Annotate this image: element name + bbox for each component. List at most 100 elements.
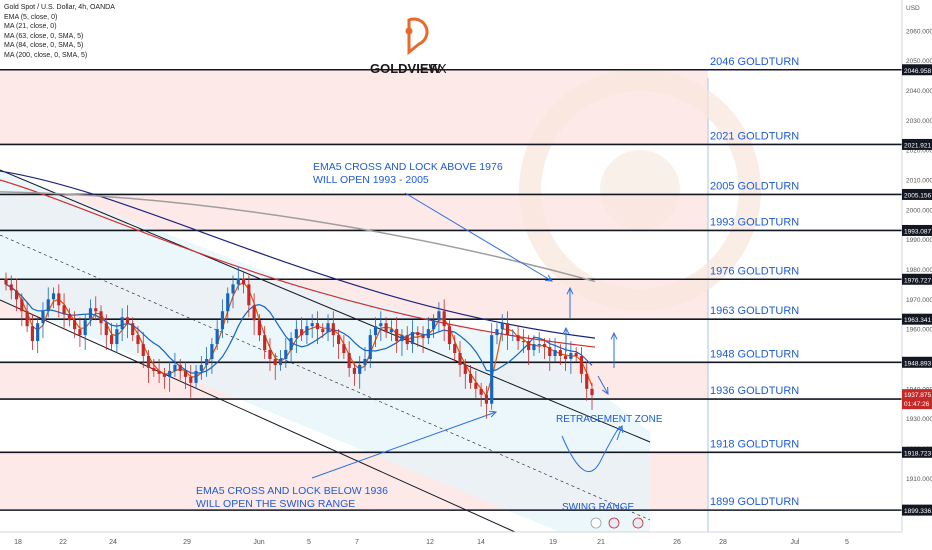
arrow-down bbox=[597, 375, 609, 395]
candle-body bbox=[141, 344, 145, 356]
candle-body bbox=[310, 323, 314, 327]
candle-body bbox=[321, 329, 325, 333]
level-label: 1936 GOLDTURN bbox=[710, 385, 799, 397]
annotation-swing-range: SWING RANGE bbox=[562, 502, 635, 513]
lightning-icon[interactable] bbox=[590, 517, 602, 529]
swing-curve-head bbox=[616, 425, 623, 441]
time-tick: 21 bbox=[597, 539, 605, 546]
candle-body bbox=[131, 323, 135, 336]
us-flag-icon[interactable] bbox=[632, 517, 644, 529]
time-tick: 26 bbox=[673, 539, 681, 546]
price-tag-label: 1948.893 bbox=[904, 360, 931, 367]
candle-body bbox=[210, 344, 214, 359]
candle-body bbox=[368, 335, 372, 359]
candle-body bbox=[379, 323, 383, 327]
time-axis[interactable]: 18 22 24 29 Jun 5 7 12 14 19 21 26 28 Jul 5 bbox=[0, 531, 932, 550]
candle-body bbox=[62, 305, 66, 315]
price-tick: 2020.000 bbox=[906, 148, 932, 155]
candle-body bbox=[437, 311, 441, 321]
candle-body bbox=[579, 356, 584, 374]
watermark bbox=[519, 69, 761, 311]
brand-name: GOLDVIEW bbox=[370, 61, 442, 76]
level-label: 2021 GOLDTURN bbox=[710, 130, 799, 142]
price-tag-label: 1899.336 bbox=[904, 508, 931, 515]
us-flag-icon[interactable] bbox=[608, 517, 620, 529]
price-axis[interactable]: USD 2060.000 2050.000 2040.000 2030.000 2020… bbox=[901, 0, 932, 532]
candle-body bbox=[215, 329, 219, 345]
price-tag bbox=[902, 356, 932, 368]
candle-body bbox=[257, 320, 261, 336]
candle-body bbox=[120, 317, 124, 330]
indicator-ma200[interactable]: MA (200, close, 0, SMA, 5) bbox=[4, 51, 88, 59]
candle-body bbox=[331, 323, 335, 336]
price-tick: 1960.000 bbox=[906, 327, 932, 334]
price-tick: 1990.000 bbox=[906, 237, 932, 244]
candle-body bbox=[14, 290, 19, 300]
candle-body bbox=[432, 320, 436, 330]
candle-body bbox=[284, 350, 288, 359]
candle-body bbox=[564, 356, 568, 359]
candle-body bbox=[463, 364, 467, 374]
price-tick: 1970.000 bbox=[906, 297, 932, 304]
candle-body bbox=[516, 335, 520, 342]
time-tick: 5 bbox=[845, 539, 849, 546]
indicator-ema5[interactable]: EMA (5, close, 0) bbox=[4, 13, 58, 21]
candle-body bbox=[194, 370, 198, 383]
price-tag bbox=[902, 64, 932, 76]
candle-body bbox=[168, 370, 172, 377]
arrow-up-1963-head bbox=[562, 326, 570, 335]
price-tag-label: 1918.723 bbox=[904, 450, 931, 457]
chart-legend[interactable]: Gold Spot / U.S. Dollar, 4h, OANDA EMA (… bbox=[4, 3, 115, 61]
time-tick: 29 bbox=[183, 539, 191, 546]
swing-curve-head-head bbox=[616, 424, 624, 434]
price-tag-label: 1976.727 bbox=[904, 277, 931, 284]
candle-body bbox=[51, 293, 56, 300]
annotation-ema-below-line2: WILL OPEN THE SWING RANGE bbox=[196, 498, 355, 510]
candle-body bbox=[305, 326, 309, 336]
price-tick: 1930.000 bbox=[906, 416, 932, 423]
candle-body bbox=[99, 311, 103, 324]
candle-body bbox=[263, 335, 267, 351]
candle-body bbox=[162, 373, 166, 377]
candle-body bbox=[500, 323, 504, 330]
candle-body bbox=[585, 373, 589, 389]
candle-body bbox=[73, 320, 77, 330]
price-tag bbox=[902, 224, 932, 236]
level-label: 1993 GOLDTURN bbox=[710, 216, 799, 228]
level-label: 1899 GOLDTURN bbox=[710, 496, 799, 508]
ma200-line bbox=[0, 191, 596, 283]
price-tags: 2046.958 2021.921 2005.156 1993.087 1976.727… bbox=[902, 64, 932, 516]
candle-body bbox=[363, 358, 367, 365]
time-tick: 18 bbox=[14, 539, 22, 546]
candle-body bbox=[294, 329, 298, 339]
price-tick: 2000.000 bbox=[906, 207, 932, 214]
price-tick: 2050.000 bbox=[906, 58, 932, 65]
candle-body bbox=[315, 323, 320, 330]
price-tag-label: 2046.958 bbox=[904, 68, 931, 75]
current-price-tag bbox=[902, 389, 932, 410]
candle-body bbox=[527, 341, 531, 351]
event-icons[interactable] bbox=[590, 517, 644, 529]
channel-lines bbox=[0, 169, 651, 533]
time-tick: 5 bbox=[307, 539, 311, 546]
candle-body bbox=[569, 353, 573, 359]
candle-body bbox=[532, 344, 536, 351]
channel-line bbox=[0, 299, 516, 533]
annotation-ema-below-line1: EMA5 CROSS AND LOCK BELOW 1936 bbox=[196, 485, 388, 497]
indicator-ma63[interactable]: MA (63, close, 0, SMA, 5) bbox=[4, 32, 84, 40]
candle-body bbox=[183, 370, 188, 377]
time-tick: 19 bbox=[549, 539, 557, 546]
indicator-ma84[interactable]: MA (84, close, 0, SMA, 5) bbox=[4, 42, 84, 50]
candle-body bbox=[83, 320, 87, 336]
candle-body bbox=[558, 350, 562, 356]
level-label: 2046 GOLDTURN bbox=[710, 56, 799, 68]
candle-body bbox=[373, 326, 378, 336]
candle-body bbox=[458, 353, 462, 365]
candle-body bbox=[189, 376, 193, 383]
candle-body bbox=[405, 335, 409, 345]
candle-body bbox=[358, 364, 362, 374]
level-label: 1948 GOLDTURN bbox=[710, 348, 799, 360]
candle-body bbox=[178, 364, 182, 371]
indicator-ma21[interactable]: MA (21, close, 0) bbox=[4, 23, 57, 31]
